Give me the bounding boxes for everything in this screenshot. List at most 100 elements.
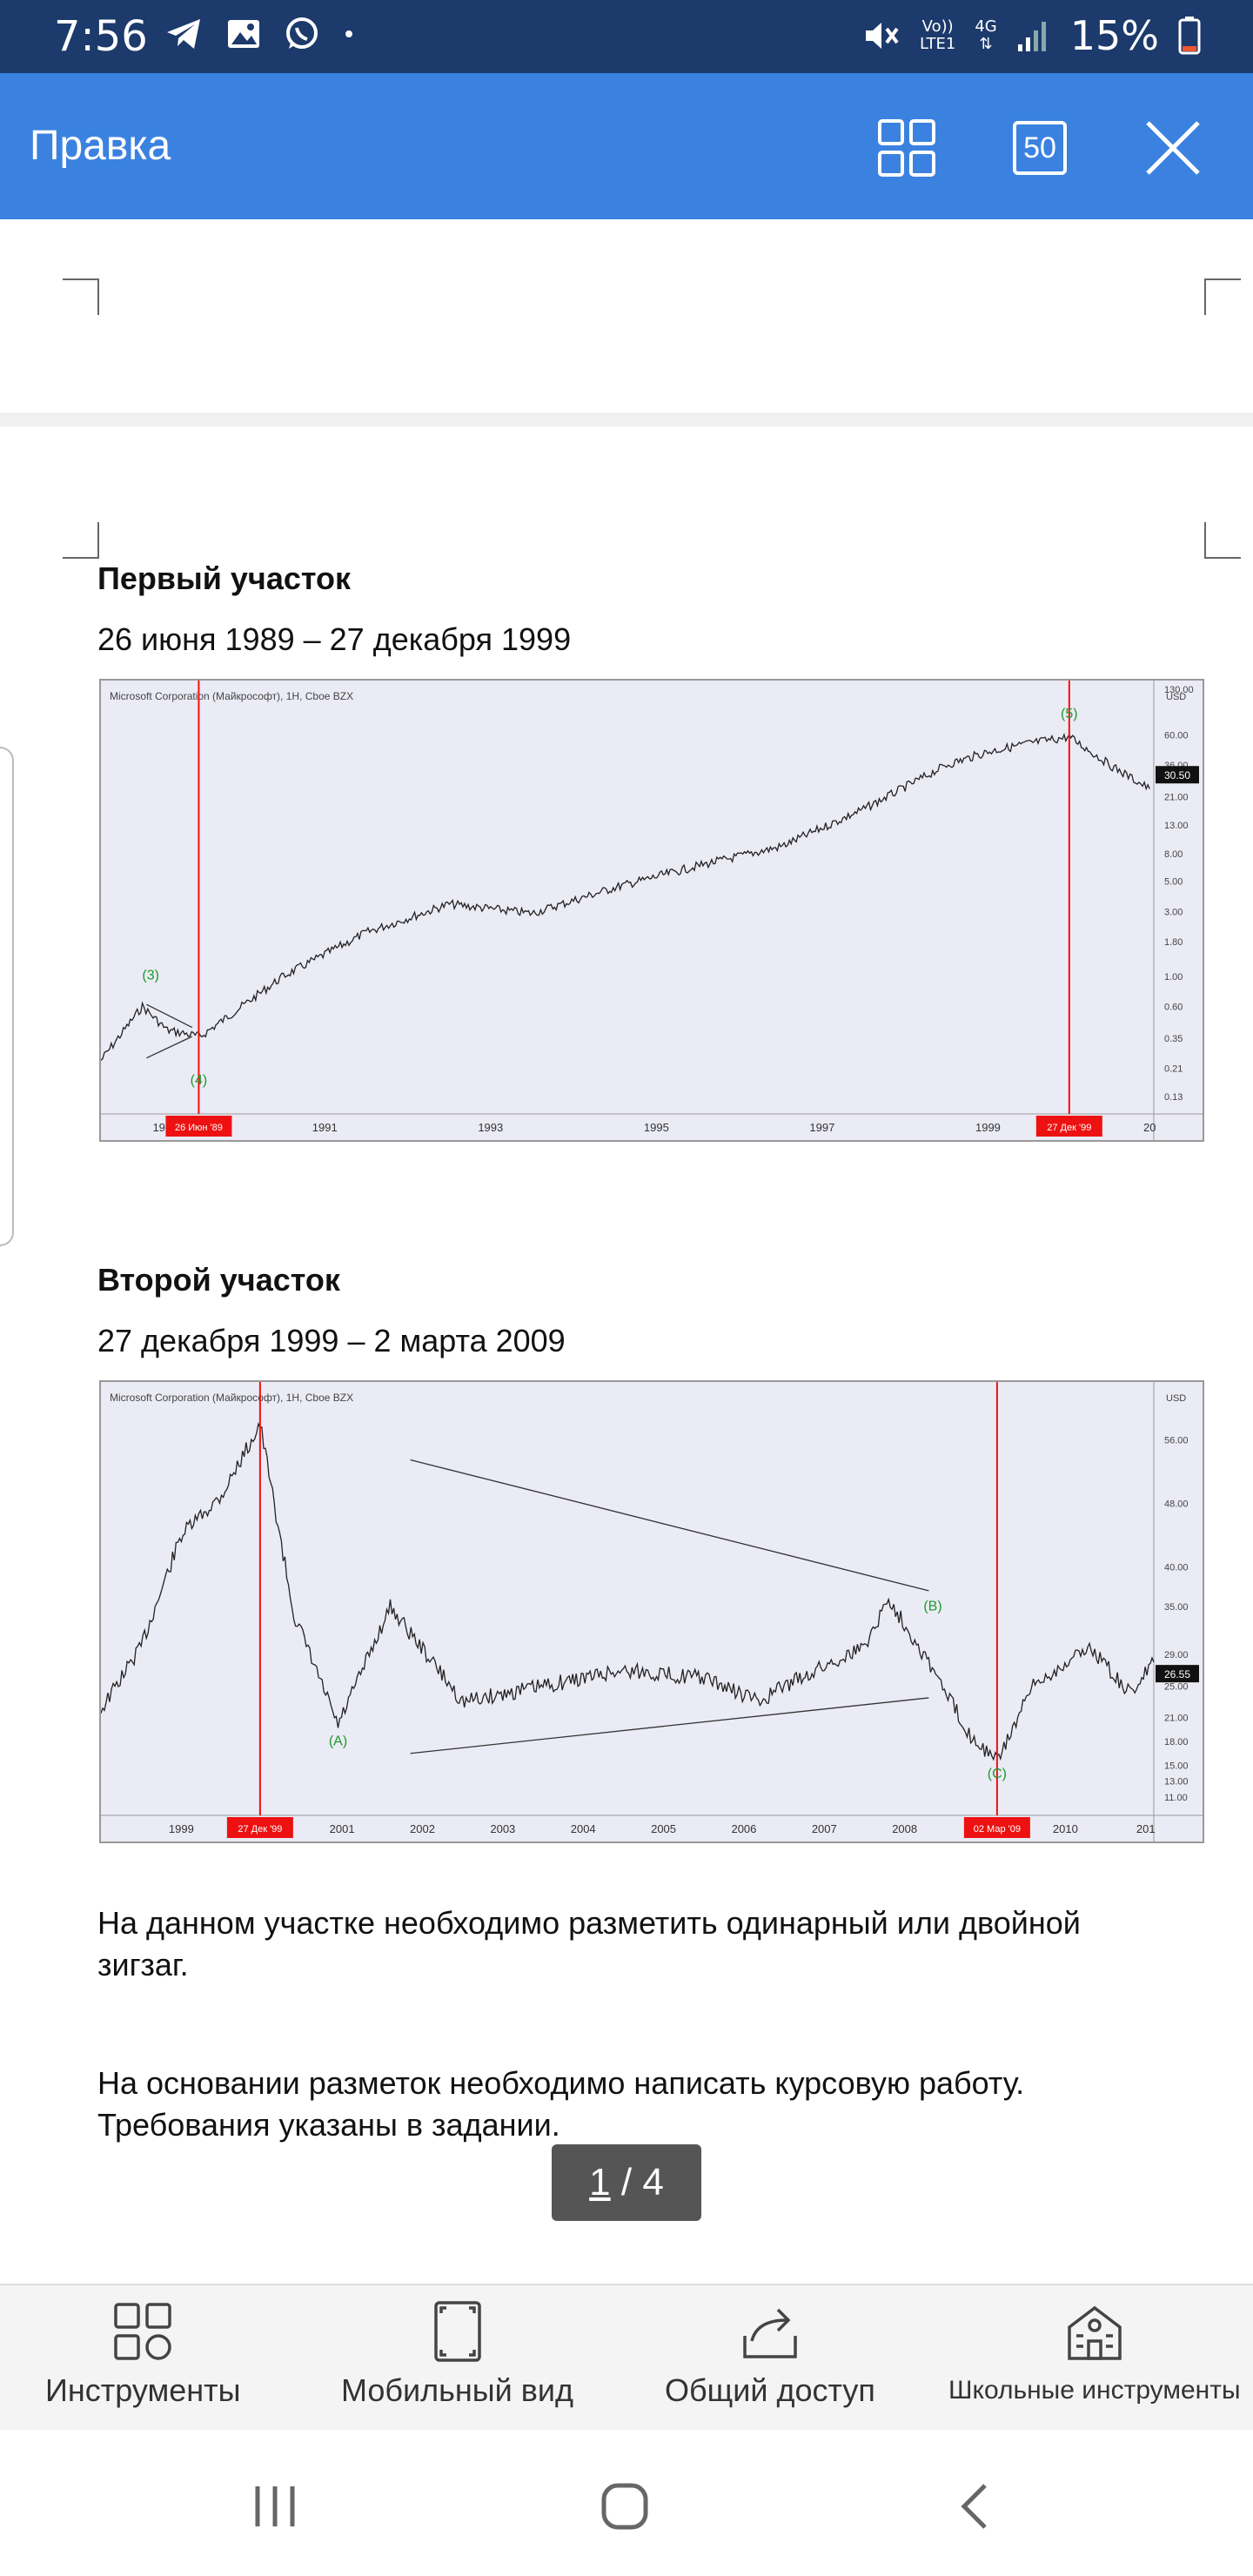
chart-1-y-tick: 8.00 (1164, 849, 1183, 860)
chart-1-x-tick: 19 (152, 1121, 164, 1134)
chart-1-x-tick: 20 (1143, 1121, 1156, 1134)
school-tools-button[interactable]: Школьные инструменты (948, 2301, 1241, 2405)
chart-1-marker-box (165, 1116, 232, 1137)
close-icon (1146, 121, 1200, 175)
chart-1-y-tick: 21.00 (1164, 793, 1189, 803)
back-icon (961, 2484, 987, 2529)
tools-button[interactable]: Инструменты (45, 2301, 240, 2409)
chart-1-wave-label: (4) (191, 1073, 208, 1088)
telegram-icon (167, 19, 200, 49)
app-title: Правка (30, 123, 171, 169)
chart-1-y-tick: 1.00 (1164, 972, 1183, 983)
mute-icon (865, 23, 899, 49)
chart-1-trendline-lower (146, 1036, 193, 1059)
chart-2-wave-label: (A) (329, 1734, 347, 1749)
chart-1-marker-label: 26 Июн '89 (175, 1123, 223, 1133)
chart-2-x-tick: 201 (1136, 1822, 1156, 1835)
chart-1-wave-label: (5) (1061, 707, 1078, 721)
chart-1-marker-label: 27 Дек '99 (1047, 1123, 1091, 1133)
dot-icon (345, 30, 352, 37)
chart-1-y-tick: 0.21 (1164, 1064, 1183, 1075)
mobile-view-button[interactable]: Мобильный вид (341, 2301, 573, 2409)
page-corner-mark (63, 278, 99, 315)
gallery-icon (228, 20, 259, 48)
paragraph-coursework: На основании разметок необходимо написат… (97, 2065, 1025, 2143)
whatsapp-icon (286, 17, 318, 49)
mobile-view-icon (433, 2301, 481, 2362)
chart-2-x-tick: 2001 (330, 1822, 355, 1835)
chart-2-marker-label: 02 Мар '09 (974, 1824, 1021, 1835)
chart-2-currency: USD (1166, 1393, 1186, 1404)
chart-2-x-tick: 2010 (1053, 1822, 1078, 1835)
page-count-button[interactable]: 50 (1005, 113, 1075, 183)
page-corner-mark (1204, 522, 1241, 559)
home-button[interactable] (590, 2472, 660, 2541)
chart-2-trendline-upper (410, 1459, 929, 1592)
chart-2-x-tick: 2003 (490, 1822, 515, 1835)
previous-page (0, 219, 1253, 413)
page-count-icon: 50 (1013, 121, 1067, 175)
chart-1-price-line (101, 732, 1150, 1061)
chart-2-y-tick: 29.00 (1164, 1650, 1189, 1660)
page-corner-mark (63, 522, 99, 559)
chart-2-x-tick: 2005 (651, 1822, 676, 1835)
mobile-view-label: Мобильный вид (341, 2372, 574, 2408)
chart-2-last-price-badge (1156, 1665, 1199, 1683)
chart-1-y-tick: 1.80 (1164, 937, 1183, 948)
chart-1-y-tick: 60.00 (1164, 730, 1189, 741)
chart-2-marker-box (963, 1817, 1030, 1838)
school-tools-label: Школьные инструменты (948, 2376, 1241, 2405)
close-button[interactable] (1138, 113, 1208, 183)
chart-2-y-tick: 56.00 (1164, 1436, 1189, 1446)
page-current: 1 (589, 2161, 611, 2204)
chart-1-y-tick: 0.60 (1164, 1002, 1183, 1012)
home-icon (601, 2483, 648, 2530)
chart-2-x-tick: 1999 (169, 1822, 194, 1835)
chart-1-trendline-upper (146, 1003, 193, 1029)
battery-icon (1178, 17, 1201, 55)
chart-1-x-tick: 1993 (478, 1121, 503, 1134)
battery-percent: 15% (1069, 12, 1159, 59)
chart-2-wave-label: (B) (923, 1600, 941, 1614)
chart-1-y-tick: 5.00 (1164, 877, 1183, 888)
school-icon (1068, 2305, 1122, 2360)
network-lte: LTE1 (919, 35, 956, 53)
app-bar: Правка 50 (0, 73, 1253, 219)
data-arrows-icon: ⇅ (979, 35, 993, 53)
section1-dates: 26 июня 1989 – 27 декабря 1999 (97, 621, 572, 657)
page-indicator[interactable]: 1 / 4 (552, 2144, 701, 2221)
paragraph-zigzag: На данном участке необходимо разметить о… (97, 1905, 1081, 1982)
chart-2-title: Microsoft Corporation (Майкрософт), 1Н, … (110, 1392, 353, 1404)
chart-2-trendline-lower (410, 1697, 929, 1754)
grid-view-button[interactable] (872, 113, 941, 183)
network-volte: Vo)) (921, 17, 954, 36)
share-button[interactable]: Общий доступ (665, 2301, 875, 2409)
chart-1-y-tick: 3.00 (1164, 907, 1183, 917)
chart-2-y-tick: 11.00 (1164, 1793, 1188, 1803)
chart-1-x-tick: 1995 (644, 1121, 669, 1134)
side-scroll-handle[interactable] (0, 747, 14, 1246)
chart-2-y-tick: 40.00 (1164, 1563, 1189, 1573)
system-nav-bar (0, 2430, 1253, 2576)
chart-1-y-tick: 0.13 (1164, 1092, 1183, 1103)
chart-msft-1: Microsoft Corporation (Майкрософт), 1Н, … (99, 679, 1204, 1142)
chart-1-title: Microsoft Corporation (Майкрософт), 1Н, … (110, 690, 353, 702)
back-button[interactable] (940, 2472, 1009, 2541)
chart-2-y-tick: 18.00 (1164, 1737, 1189, 1748)
bottom-toolbar: Инструменты Мобильный вид Общий доступ Ш… (0, 2284, 1253, 2432)
page-total: 4 (642, 2161, 664, 2204)
chart-2-x-tick: 2006 (731, 1822, 756, 1835)
chart-2-x-tick: 2004 (571, 1822, 596, 1835)
chart-2-y-tick: 21.00 (1164, 1714, 1189, 1724)
status-time: 7:56 (54, 12, 148, 61)
status-bar: 7:56 Vo)) LTE1 4G ⇅ 15% (0, 0, 1253, 73)
chart-1-wave-label: (3) (142, 968, 159, 983)
chart-2-marker-label: 27 Дек '99 (238, 1824, 282, 1835)
chart-1-y-tick: 130.00 (1164, 685, 1194, 695)
chart-1-last-price-badge (1156, 766, 1199, 784)
chart-1-marker-box (1035, 1116, 1102, 1137)
recent-apps-button[interactable] (240, 2472, 310, 2541)
grid-view-icon (878, 119, 935, 177)
chart-1-y-tick: 0.35 (1164, 1034, 1183, 1044)
chart-1-svg: Microsoft Corporation (Майкрософт), 1Н, … (101, 681, 1203, 1140)
